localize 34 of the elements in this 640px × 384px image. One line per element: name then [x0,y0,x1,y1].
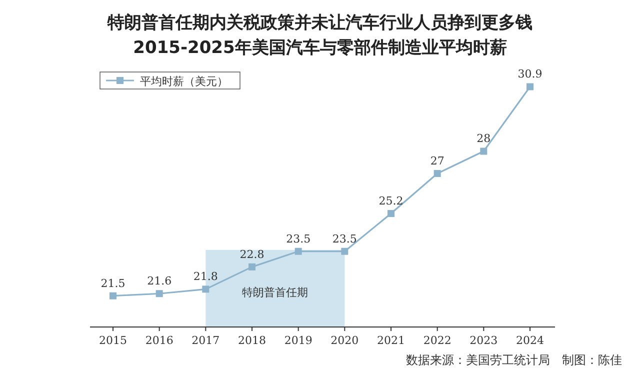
point [294,248,302,255]
x-tick-label: 2022 [423,334,452,347]
source-note: 数据来源：美国劳工统计局 制图：陈佳 [406,353,622,367]
data-label: 23.5 [286,232,311,246]
data-label: 22.8 [240,248,264,261]
x-tick-label: 2016 [145,334,174,347]
point [156,290,163,298]
x-tick-label: 2017 [192,334,220,347]
data-label: 21.5 [100,276,126,290]
point [388,210,394,218]
point [526,83,534,90]
x-tick-label: 2019 [284,334,312,347]
data-label: 30.9 [518,68,542,81]
point [202,286,210,293]
x-tick-label: 2021 [377,334,405,347]
data-label: 28 [476,132,491,146]
point [480,148,488,155]
data-label: 21.6 [147,274,172,288]
data-label: 23.5 [332,232,357,246]
data-label: 25.2 [378,194,404,208]
x-tick-label: 2018 [238,334,266,347]
chart-title: 特朗普首任期内关税政策并未让汽车行业人员挣到更多钱 2015-2025年美国汽车与零部件制造业平均时薪 [106,12,532,58]
point [434,170,441,177]
x-tick-label: 2024 [516,334,544,347]
x-tick-label: 2015 [99,334,127,347]
legend-label: 平均时薪（美元） [140,75,228,88]
data-label: 21.8 [193,270,218,284]
data-label: 27 [430,154,444,168]
point [248,263,256,270]
x-tick-label: 2020 [330,334,359,347]
band-label: 特朗普首任期 [242,286,308,300]
x-tick-label: 2023 [470,334,498,347]
point [110,292,116,300]
point [341,248,348,255]
